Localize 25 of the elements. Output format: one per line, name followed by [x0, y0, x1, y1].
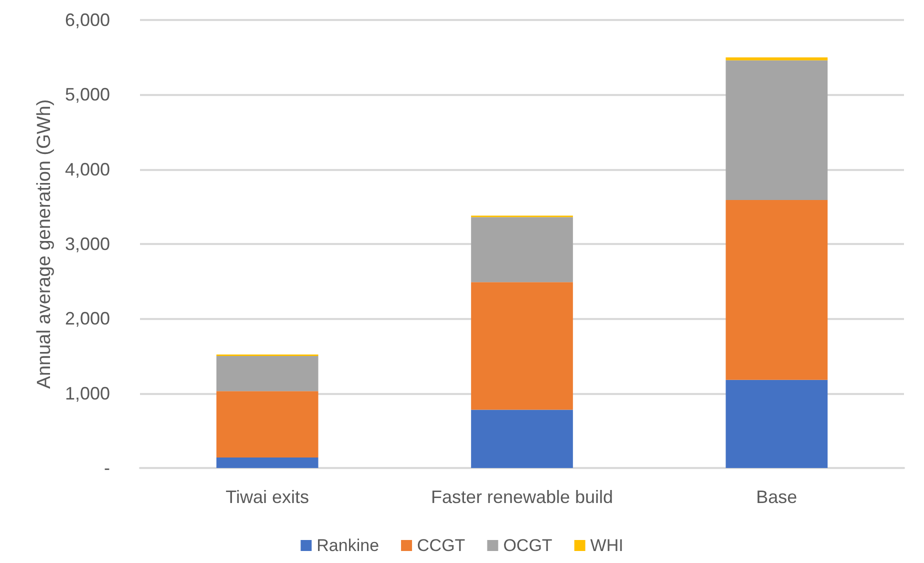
y-tick-label: 1,000 [64, 383, 110, 404]
y-tick-label: 2,000 [64, 308, 110, 329]
bar [726, 200, 828, 380]
y-tick-label: 5,000 [64, 84, 110, 105]
legend-label: Rankine [316, 536, 380, 555]
y-axis-title: Annual average generation (GWh) [34, 99, 56, 389]
bar [216, 356, 318, 392]
y-tick-label: 3,000 [64, 234, 110, 254]
y-tick-label: 4,000 [64, 159, 110, 180]
legend-label: CCGT [417, 536, 466, 555]
x-tick-label: Faster renewable build [430, 487, 614, 507]
legend-label: WHI [590, 536, 624, 555]
bar [216, 458, 318, 468]
bar [726, 60, 828, 200]
bar [471, 282, 573, 410]
bar [216, 391, 318, 458]
bar [471, 410, 573, 468]
bar [726, 57, 828, 60]
y-tick-label: - [104, 458, 110, 478]
bar [471, 217, 573, 282]
x-tick-label: Tiwai exits [226, 487, 310, 507]
x-tick-label: Base [756, 487, 798, 507]
legend-label: OCGT [503, 536, 552, 555]
bar [726, 380, 828, 468]
y-tick-label: 6,000 [64, 10, 110, 30]
